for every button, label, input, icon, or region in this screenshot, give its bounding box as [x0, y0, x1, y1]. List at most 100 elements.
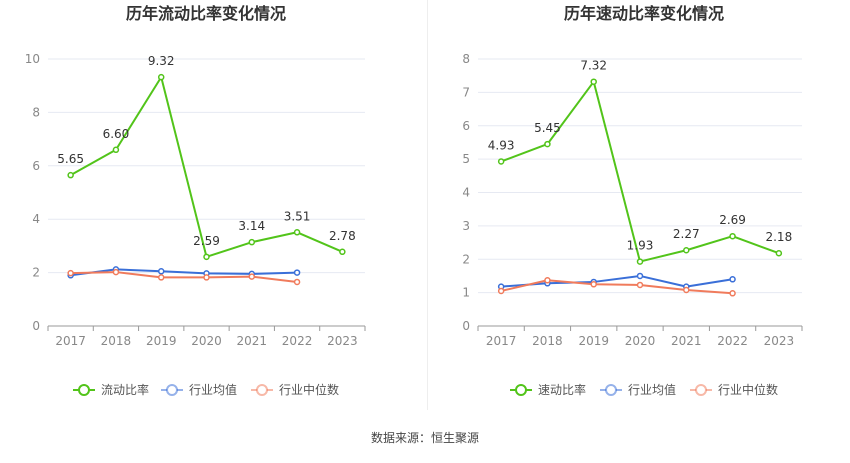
y-tick-label: 4	[32, 212, 40, 226]
data-point-median	[590, 281, 597, 288]
data-point-median	[112, 268, 120, 276]
x-tick-label: 2020	[625, 334, 656, 348]
chart-title: 历年流动比率变化情况	[126, 4, 286, 23]
data-point-median	[636, 281, 644, 289]
data-point-primary	[636, 258, 644, 265]
x-tick-label: 2021	[237, 334, 268, 348]
data-label: 9.32	[148, 54, 175, 68]
data-point-median	[497, 287, 505, 295]
x-tick-label: 2018	[101, 334, 132, 348]
x-tick-label: 2019	[146, 334, 177, 348]
y-tick-label: 6	[462, 119, 470, 133]
legend-swatch-marker	[78, 384, 90, 396]
data-point-avg	[157, 268, 165, 275]
y-tick-label: 4	[462, 186, 470, 200]
series-line-median	[70, 271, 298, 283]
data-point-primary	[544, 140, 551, 148]
legend-label: 速动比率	[538, 382, 586, 397]
x-tick-label: 2023	[327, 334, 358, 348]
data-point-primary	[67, 171, 74, 179]
data-label: 2.78	[329, 229, 356, 243]
legend-swatch-marker	[256, 384, 268, 396]
data-label: 2.27	[673, 227, 700, 241]
series-line-primary	[70, 76, 343, 258]
data-point-primary	[775, 249, 783, 257]
data-point-median	[544, 277, 551, 284]
legend-swatch-marker	[515, 384, 527, 396]
legend-item-avg[interactable]: 行业均值	[161, 382, 237, 397]
data-point-avg	[636, 272, 644, 280]
data-label: 7.32	[580, 59, 607, 73]
legend-swatch-marker	[166, 384, 178, 396]
data-point-primary	[248, 238, 256, 246]
chart-panel-1: 历年流动比率变化情况 0 2 4 6 8 10 2017 2018 2019 2020 2021 202…	[25, 4, 366, 397]
series-line-avg	[70, 268, 298, 277]
data-point-median	[293, 278, 301, 286]
legend-item-median[interactable]: 行业中位数	[690, 382, 778, 397]
legend-swatch-marker	[695, 384, 707, 396]
legend-item-median[interactable]: 行业中位数	[251, 382, 339, 397]
data-label: 4.93	[488, 138, 515, 152]
data-point-median	[203, 274, 210, 281]
data-point-primary	[157, 73, 165, 81]
data-point-primary	[590, 78, 597, 85]
legend-label: 行业中位数	[279, 382, 339, 397]
y-tick-label: 8	[462, 52, 470, 66]
data-point-primary	[112, 146, 120, 154]
x-tick-label: 2022	[717, 334, 748, 348]
legend-swatch-marker	[605, 384, 617, 396]
legend-item-avg[interactable]: 行业均值	[600, 382, 676, 397]
y-tick-label: 2	[462, 252, 470, 266]
x-tick-label: 2022	[282, 334, 313, 348]
data-label: 2.18	[765, 230, 792, 244]
legend-label: 行业均值	[628, 382, 676, 397]
y-tick-label: 0	[32, 319, 40, 333]
data-point-primary	[203, 253, 210, 261]
chart-title: 历年速动比率变化情况	[564, 4, 724, 23]
data-label: 3.51	[284, 209, 311, 223]
data-label: 2.59	[193, 234, 220, 248]
x-tick-label: 2021	[671, 334, 702, 348]
legend-item-primary[interactable]: 流动比率	[73, 382, 149, 397]
data-point-median	[729, 290, 736, 297]
data-point-primary	[339, 248, 346, 256]
x-tick-label: 2020	[191, 334, 222, 348]
x-tick-label: 2019	[578, 334, 609, 348]
x-tick-label: 2018	[532, 334, 563, 348]
data-point-primary	[497, 158, 505, 165]
y-tick-label: 8	[32, 105, 40, 119]
data-point-primary	[729, 232, 736, 240]
data-point-median	[157, 274, 165, 281]
y-tick-label: 3	[462, 219, 470, 233]
chart-panel-2: 历年速动比率变化情况 0 1 2 3 4 5 6 7 8 2017 2018 2019 2020 2021 2…	[462, 4, 803, 397]
series-line-avg	[501, 274, 733, 288]
data-point-median	[67, 269, 74, 277]
y-tick-label: 2	[32, 266, 40, 280]
y-tick-label: 6	[32, 159, 40, 173]
y-tick-label: 5	[462, 152, 470, 166]
data-point-primary	[683, 246, 690, 254]
panel-divider	[427, 0, 428, 410]
data-label: 1.93	[627, 239, 654, 253]
data-point-avg	[729, 276, 736, 283]
y-tick-label: 10	[25, 52, 40, 66]
y-tick-label: 1	[462, 286, 470, 300]
x-tick-label: 2023	[764, 334, 795, 348]
data-label: 6.60	[103, 127, 130, 141]
data-point-avg	[293, 269, 301, 276]
data-label: 3.14	[238, 219, 265, 233]
x-tick-label: 2017	[55, 334, 86, 348]
data-label: 2.69	[719, 213, 746, 227]
data-point-primary	[293, 229, 301, 236]
data-label: 5.45	[534, 121, 561, 135]
y-tick-label: 0	[462, 319, 470, 333]
legend-label: 流动比率	[101, 382, 149, 397]
data-source-note: 数据来源：恒生聚源	[370, 431, 479, 445]
series-line-median	[500, 279, 733, 295]
data-point-median	[683, 286, 690, 294]
legend-item-primary[interactable]: 速动比率	[510, 382, 586, 397]
legend-label: 行业均值	[189, 382, 237, 397]
data-point-median	[248, 273, 256, 280]
